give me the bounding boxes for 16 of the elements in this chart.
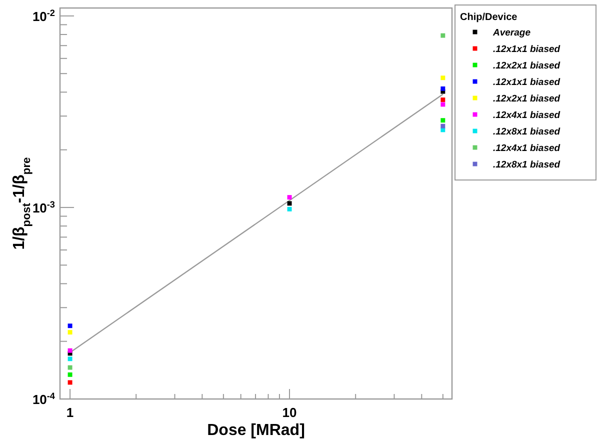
x-tick-label: 10 <box>282 405 297 420</box>
legend-label: Average <box>492 28 532 38</box>
y-tick-label: 10$^{-3}$ <box>32 199 55 216</box>
legend-label: .12x1x1 biased <box>493 44 560 55</box>
x-tick-label: 1 <box>66 405 74 420</box>
legend-label: .12x8x1 biased <box>493 160 560 170</box>
legend-label: .12x4x1 biased <box>493 143 560 154</box>
legend-label: .12x2x1 biased <box>493 94 560 104</box>
y-tick-label: 10$^{-4}$ <box>32 391 56 407</box>
legend-title: Chip/Device <box>460 12 518 23</box>
legend-label: .12x8x1 biased <box>493 126 560 138</box>
x-axis-title: Dose [MRad] <box>207 422 305 439</box>
legend-label: .12x1x1 biased <box>493 77 560 88</box>
legend-label: .12x4x1 biased <box>493 110 560 121</box>
legend-label: .12x2x1 biased <box>493 60 560 72</box>
y-tick-label: 10$^{-2}$ <box>32 8 55 24</box>
